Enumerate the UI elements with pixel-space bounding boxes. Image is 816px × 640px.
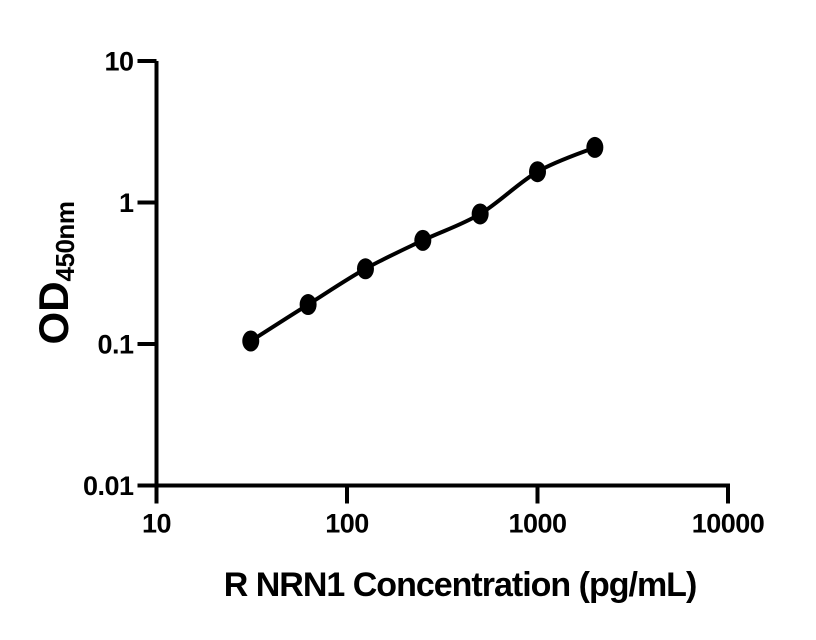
x-tick-label: 10000 <box>692 509 765 539</box>
data-point-marker <box>586 136 604 158</box>
data-point-marker <box>414 229 432 251</box>
y-axis-title-subscript: 450nm <box>50 201 80 282</box>
data-point-marker <box>529 161 546 183</box>
y-tick-label: 0.1 <box>97 330 134 360</box>
x-tick-label: 100 <box>325 509 369 539</box>
y-tick-label: 10 <box>104 47 133 77</box>
data-point-marker <box>471 203 489 225</box>
data-point-marker <box>299 294 317 316</box>
data-point-marker <box>242 330 260 352</box>
data-point-marker <box>356 258 374 280</box>
y-axis-title: OD450nm <box>30 201 80 345</box>
x-tick-label: 10 <box>142 509 171 539</box>
x-axis-title: R NRN1 Concentration (pg/mL) <box>223 566 698 604</box>
y-tick-label: 0.01 <box>83 471 134 501</box>
y-axis-title-text: OD <box>30 281 77 345</box>
y-tick-label: 1 <box>119 188 134 218</box>
x-tick-label: 1000 <box>508 509 566 539</box>
